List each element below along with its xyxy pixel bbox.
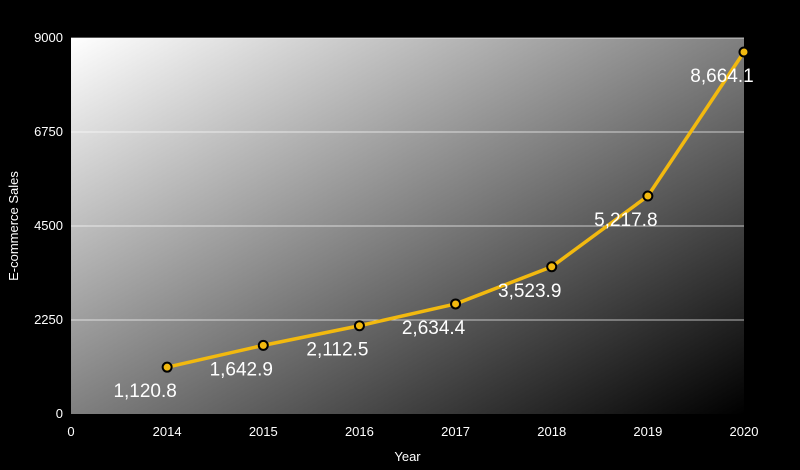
data-label: 5,217.8 — [594, 210, 657, 231]
x-tick-label: 2019 — [633, 424, 662, 439]
data-label: 8,664.1 — [690, 66, 753, 87]
y-tick-label: 4500 — [34, 218, 63, 233]
y-tick-label: 0 — [56, 406, 63, 421]
x-tick-label: 2014 — [153, 424, 182, 439]
x-tick-label: 2015 — [249, 424, 278, 439]
x-tick-label: 0 — [67, 424, 74, 439]
data-point — [161, 361, 173, 373]
series-sales — [161, 46, 750, 373]
data-point — [257, 339, 269, 351]
y-tick-label: 9000 — [34, 30, 63, 45]
y-axis-label: E-commerce Sales — [6, 171, 21, 281]
y-tick-label: 2250 — [34, 312, 63, 327]
x-tick-label: 2016 — [345, 424, 374, 439]
x-axis-label: Year — [394, 449, 421, 464]
data-label: 1,120.8 — [113, 381, 176, 402]
gridlines — [71, 37, 744, 321]
y-tick-label: 6750 — [34, 124, 63, 139]
data-point — [353, 320, 365, 332]
data-labels: 1,120.8 1,642.9 2,112.5 2,634.4 3,523.9 5,217… — [113, 66, 753, 402]
y-axis-ticks: 0 2250 4500 6750 9000 — [34, 30, 63, 421]
x-tick-label: 2020 — [730, 424, 759, 439]
data-label: 1,642.9 — [210, 359, 273, 380]
data-label: 2,112.5 — [306, 340, 368, 361]
data-label: 2,634.4 — [402, 318, 466, 339]
data-point — [546, 261, 558, 273]
x-axis-ticks: 0 2014 2015 2016 2017 2018 2019 2020 — [67, 424, 758, 439]
x-tick-label: 2018 — [537, 424, 566, 439]
data-point — [450, 298, 462, 310]
x-tick-label: 2017 — [441, 424, 470, 439]
data-point — [642, 190, 654, 202]
data-point — [738, 46, 750, 58]
data-label: 3,523.9 — [498, 281, 561, 302]
